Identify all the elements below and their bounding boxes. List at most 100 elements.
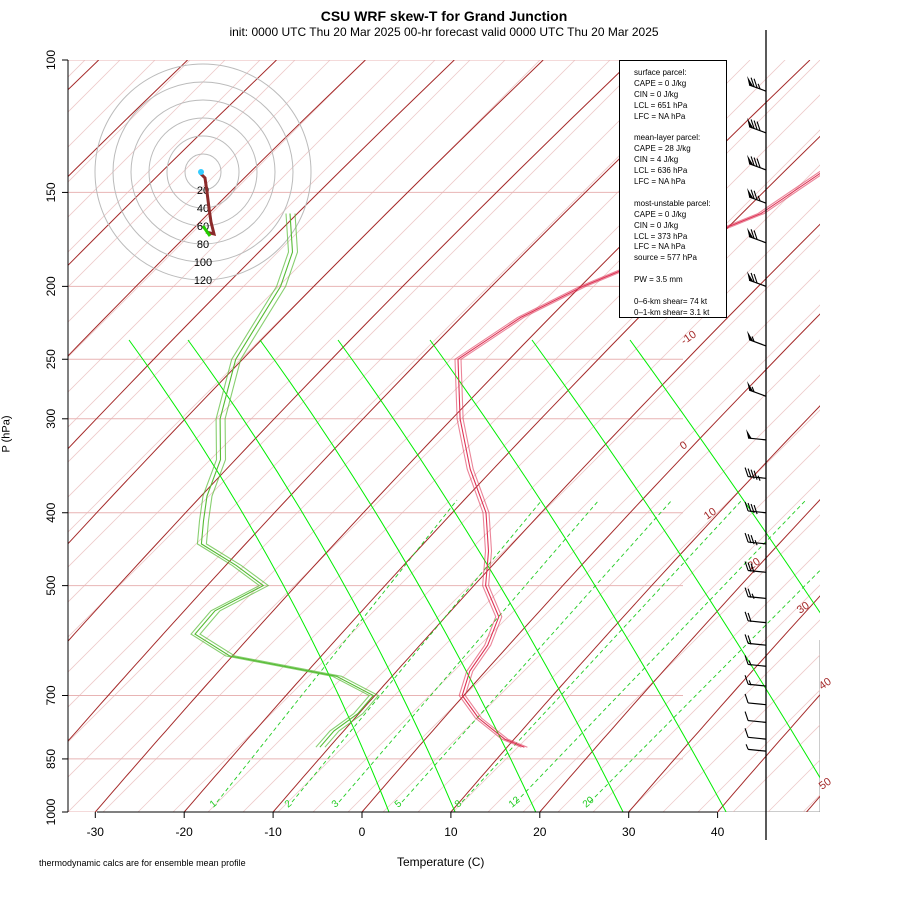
- moist-adiabat: [259, 339, 537, 812]
- hodograph-ring-label: 80: [197, 239, 209, 251]
- dry-adiabat: [68, 60, 191, 183]
- mixing-ratio-line: [401, 499, 673, 803]
- isotherm-line: [183, 135, 820, 812]
- mixing-ratio-line: [589, 569, 820, 803]
- mixing-ratio-label: 3: [330, 798, 342, 810]
- dry-adiabat: [0, 0, 198, 812]
- y-axis-label: P (hPa): [0, 415, 13, 453]
- temperature-line: [457, 172, 820, 748]
- mu-cin: CIN = 0 J/kg: [634, 220, 679, 230]
- ml-lfc: LFC = NA hPa: [634, 177, 686, 187]
- dry-adiabat: [68, 60, 786, 778]
- mixing-ratio-line: [291, 499, 543, 803]
- mixing-ratio-line: [216, 499, 458, 803]
- dry-adiabat: [68, 60, 751, 743]
- wind-barb: [747, 271, 767, 287]
- isotherm-line: [68, 60, 455, 450]
- x-tick-label: 20: [533, 825, 547, 839]
- dry-adiabat: [68, 60, 296, 288]
- dry-adiabat: [68, 60, 86, 78]
- x-tick-label: 30: [622, 825, 636, 839]
- dry-adiabat: [68, 60, 436, 428]
- wind-barb: [744, 655, 767, 667]
- dry-adiabat: [137, 129, 820, 812]
- temperature-line: [460, 174, 820, 748]
- wind-barb: [745, 744, 767, 752]
- wind-barb: [744, 611, 767, 624]
- moist-adiabat: [337, 339, 624, 812]
- isotherm-line: [450, 405, 820, 812]
- dry-adiabat: [347, 339, 820, 812]
- dry-adiabat: [0, 0, 23, 812]
- isotherm-line: [94, 60, 811, 812]
- wind-barb: [744, 711, 767, 723]
- dry-adiabat: [767, 759, 820, 812]
- isotherm-line: [68, 60, 722, 742]
- dry-adiabat: [382, 374, 820, 812]
- hodograph-ring: [130, 99, 276, 245]
- dry-adiabat: [68, 60, 401, 393]
- hodograph-ring: [166, 135, 240, 209]
- mixing-ratio-line: [338, 499, 600, 803]
- surface-cape: CAPE = 0 J/kg: [634, 78, 687, 88]
- mu-lfc: LFC = NA hPa: [634, 242, 686, 252]
- moist-adiabat: [429, 339, 727, 812]
- hodograph-ring-label: 40: [197, 203, 209, 215]
- y-tick-label: 850: [44, 749, 58, 769]
- wind-barb: [747, 154, 767, 171]
- dewpoint-line: [194, 213, 375, 748]
- mu-source: source = 577 hPa: [634, 253, 697, 263]
- mu-header: most-unstable parcel:: [634, 198, 711, 208]
- y-tick-label: 100: [44, 50, 58, 70]
- hodograph-ring: [112, 81, 294, 263]
- hodograph-trace-low: [201, 225, 212, 237]
- x-tick-label: -10: [264, 825, 282, 839]
- dry-adiabat: [873, 0, 900, 812]
- dry-adiabat: [662, 654, 820, 812]
- dry-adiabat: [68, 60, 121, 113]
- shear-0-1km: 0–1-km shear= 3.1 kt: [634, 307, 710, 317]
- y-tick-label: 250: [44, 349, 58, 369]
- dry-adiabat: [697, 689, 820, 812]
- wind-barb: [747, 381, 767, 397]
- dry-adiabat: [557, 549, 820, 812]
- wind-barbs: [744, 30, 767, 840]
- dry-adiabat: [68, 60, 366, 358]
- dry-adiabat: [68, 60, 331, 323]
- dry-adiabat: [312, 304, 820, 812]
- wind-barb: [747, 187, 767, 204]
- y-tick-label: 200: [44, 276, 58, 296]
- y-tick-label: 500: [44, 575, 58, 595]
- parcel-info-box: surface parcel: CAPE = 0 J/kg CIN = 0 J/…: [619, 60, 727, 318]
- hodograph-ring: [94, 63, 312, 281]
- isotherm-line: [272, 223, 820, 812]
- dry-adiabat: [68, 60, 261, 253]
- x-tick-label: 0: [359, 825, 366, 839]
- mixing-ratio-label: 20: [581, 794, 597, 810]
- hodograph-ring: [184, 153, 222, 191]
- dewpoint-line: [199, 213, 380, 748]
- isotherm-line: [717, 694, 820, 812]
- dry-adiabat: [102, 94, 820, 812]
- mixing-ratio-label: 8: [453, 798, 465, 810]
- surface-header: surface parcel:: [634, 68, 687, 77]
- hodograph-ring-label: 120: [194, 275, 212, 287]
- dry-adiabat: [522, 514, 820, 812]
- y-tick-label: 400: [44, 502, 58, 522]
- shear-0-6km: 0–6-km shear= 74 kt: [634, 296, 708, 306]
- dry-adiabat: [0, 0, 163, 812]
- hodograph-origin: [198, 169, 204, 175]
- dry-adiabat: [68, 60, 716, 708]
- hodograph-trace: [198, 171, 217, 237]
- isotherm-line: [806, 795, 820, 812]
- wind-barb: [746, 429, 767, 441]
- isotherm-label: 10: [702, 506, 719, 523]
- dry-adiabat: [68, 60, 226, 218]
- dry-adiabat: [802, 794, 820, 812]
- ml-header: mean-layer parcel:: [634, 133, 701, 143]
- background-lines: [0, 0, 900, 812]
- dry-adiabat: [68, 60, 576, 568]
- mixing-ratio-line: [461, 499, 743, 803]
